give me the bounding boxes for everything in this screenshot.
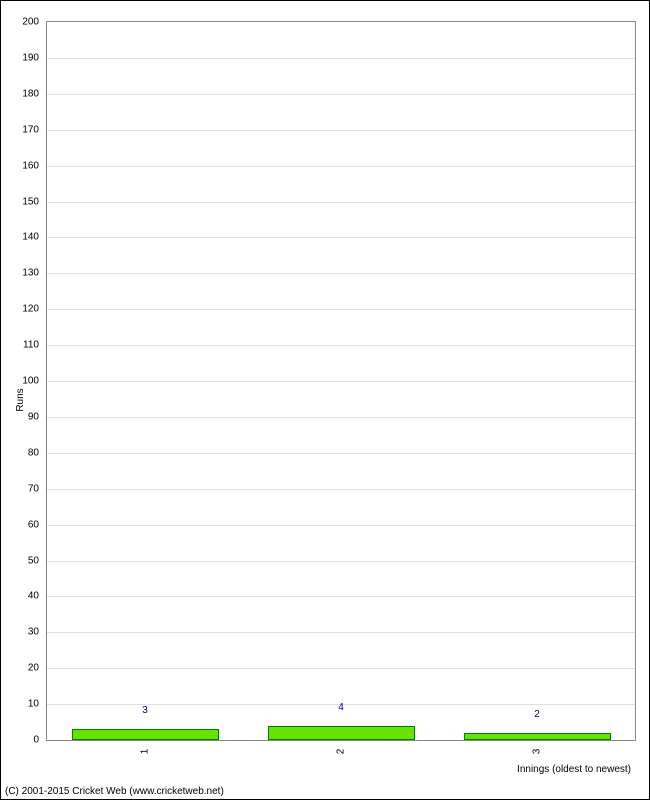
y-tick-label: 30	[9, 627, 39, 638]
y-tick-label: 10	[9, 699, 39, 710]
gridline	[47, 237, 635, 238]
y-tick-label: 80	[9, 447, 39, 458]
y-tick-label: 50	[9, 555, 39, 566]
gridline	[47, 596, 635, 597]
bar-value-label: 4	[338, 702, 344, 713]
y-tick-label: 190	[9, 52, 39, 63]
chart-frame: 3 4 2 Runs Innings (oldest to newest) (C) …	[0, 0, 650, 800]
gridline	[47, 381, 635, 382]
gridline	[47, 273, 635, 274]
gridline	[47, 668, 635, 669]
gridline	[47, 58, 635, 59]
x-tick-label: 2	[336, 749, 347, 755]
x-tick-label: 3	[532, 749, 543, 755]
y-tick-label: 120	[9, 304, 39, 315]
y-tick-label: 100	[9, 376, 39, 387]
x-tick-label: 1	[140, 749, 151, 755]
bar	[72, 729, 219, 740]
y-tick-label: 160	[9, 160, 39, 171]
bar	[268, 726, 415, 740]
gridline	[47, 453, 635, 454]
y-tick-label: 90	[9, 411, 39, 422]
y-tick-label: 180	[9, 88, 39, 99]
bar	[464, 733, 611, 740]
y-tick-label: 150	[9, 196, 39, 207]
x-axis-label: Innings (oldest to newest)	[517, 764, 631, 775]
y-tick-label: 200	[9, 17, 39, 28]
plot-area: 3 4 2	[46, 21, 636, 741]
y-tick-label: 0	[9, 735, 39, 746]
gridline	[47, 130, 635, 131]
y-tick-label: 170	[9, 124, 39, 135]
gridline	[47, 561, 635, 562]
y-tick-label: 60	[9, 519, 39, 530]
gridline	[47, 489, 635, 490]
y-tick-label: 20	[9, 663, 39, 674]
y-tick-label: 140	[9, 232, 39, 243]
gridline	[47, 632, 635, 633]
gridline	[47, 525, 635, 526]
copyright-text: (C) 2001-2015 Cricket Web (www.cricketwe…	[5, 786, 224, 797]
y-tick-label: 70	[9, 483, 39, 494]
gridline	[47, 345, 635, 346]
bar-value-label: 2	[534, 709, 540, 720]
y-tick-label: 110	[9, 340, 39, 351]
bar-value-label: 3	[142, 705, 148, 716]
y-tick-label: 40	[9, 591, 39, 602]
gridline	[47, 166, 635, 167]
gridline	[47, 417, 635, 418]
gridline	[47, 94, 635, 95]
gridline	[47, 309, 635, 310]
gridline	[47, 202, 635, 203]
y-tick-label: 130	[9, 268, 39, 279]
y-axis-label: Runs	[15, 388, 26, 411]
